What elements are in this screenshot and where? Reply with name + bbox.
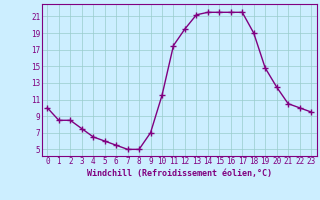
- X-axis label: Windchill (Refroidissement éolien,°C): Windchill (Refroidissement éolien,°C): [87, 169, 272, 178]
